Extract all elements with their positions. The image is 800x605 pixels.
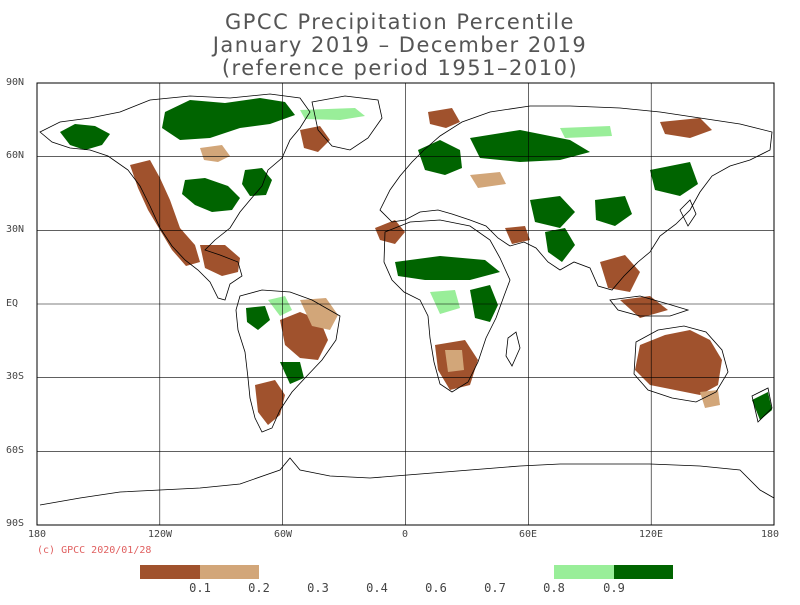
region-argentina-wet	[280, 362, 304, 384]
lat-label-60s: 60S	[6, 445, 25, 456]
colorbar-very-dry	[140, 565, 200, 579]
region-patagonia-dry	[255, 380, 285, 425]
region-australia-light-dry	[700, 390, 720, 408]
region-us-west-dry	[130, 160, 200, 266]
region-europe-dry	[428, 108, 460, 128]
region-kalahari-light-dry	[445, 350, 464, 372]
region-canada-dry	[200, 145, 230, 162]
region-central-asia-wet	[530, 196, 575, 228]
lat-label-30n: 30N	[6, 224, 25, 235]
lon-label-180e: 180	[760, 529, 780, 540]
map-title-line2: January 2019 – December 2019	[212, 33, 588, 57]
region-iberia-dry	[375, 220, 405, 244]
region-india-wet	[545, 228, 575, 262]
colorbar-label-0-1: 0.1	[189, 581, 211, 595]
region-amazon-light-wet	[268, 296, 292, 316]
lat-label-90n: 90N	[6, 77, 25, 88]
lon-label-60e: 60E	[518, 529, 538, 540]
lat-label-30s: 30S	[6, 371, 25, 382]
region-greenland-dry	[300, 126, 330, 152]
region-china-wet	[595, 196, 632, 226]
region-mexico-dry	[200, 245, 240, 276]
region-far-east-dry	[660, 118, 712, 138]
region-sahel-wet	[395, 256, 500, 280]
lon-label-120e: 120E	[638, 529, 664, 540]
map-title-line1: GPCC Precipitation Percentile	[225, 10, 575, 34]
colorbar-label-0-4: 0.4	[366, 581, 388, 595]
region-siberia-wet	[470, 130, 590, 162]
lon-label-120w: 120W	[147, 529, 173, 540]
region-canada-arctic-wet	[162, 98, 295, 140]
percentile-regions	[60, 98, 772, 425]
region-se-asia-dry	[600, 255, 640, 292]
lon-label-180w: 180	[27, 529, 47, 540]
graticule	[37, 83, 774, 525]
colorbar-dry	[200, 565, 259, 579]
colorbar-label-0-3: 0.3	[307, 581, 329, 595]
region-australia-dry	[635, 330, 722, 395]
colorbar-label-0-2: 0.2	[248, 581, 270, 595]
region-canada-light-wet	[300, 108, 365, 120]
map-title-line3: (reference period 1951–2010)	[221, 56, 579, 80]
region-central-africa-light-wet	[430, 290, 460, 314]
credit-text: (c) GPCC 2020/01/28	[37, 545, 152, 556]
colorbar-label-0-7: 0.7	[484, 581, 506, 595]
colorbar-label-0-6: 0.6	[425, 581, 447, 595]
region-brazil-light-dry	[300, 298, 338, 330]
lon-label-0: 0	[401, 529, 409, 540]
lon-label-60w: 60W	[273, 529, 293, 540]
colorbar-very-wet	[614, 565, 673, 579]
region-indonesia-dry	[620, 296, 668, 318]
region-russia-light-wet	[560, 126, 612, 138]
lat-label-eq: EQ	[6, 298, 19, 309]
region-north-america-wet	[182, 178, 240, 212]
colorbar-label-0-9: 0.9	[603, 581, 625, 595]
region-mongolia-light-dry	[470, 172, 506, 188]
region-east-africa-wet	[470, 285, 498, 322]
coastlines	[39, 93, 775, 506]
colorbar	[140, 565, 673, 579]
region-us-east-wet	[242, 168, 272, 196]
colorbar-label-0-8: 0.8	[543, 581, 565, 595]
region-east-siberia-wet	[650, 162, 698, 196]
colorbar-wet	[554, 565, 614, 579]
region-south-america-wet	[246, 306, 270, 330]
region-alaska-wet	[60, 124, 110, 150]
region-europe-wet	[418, 140, 462, 175]
lat-label-90s: 90S	[6, 518, 25, 529]
lat-label-60n: 60N	[6, 150, 25, 161]
